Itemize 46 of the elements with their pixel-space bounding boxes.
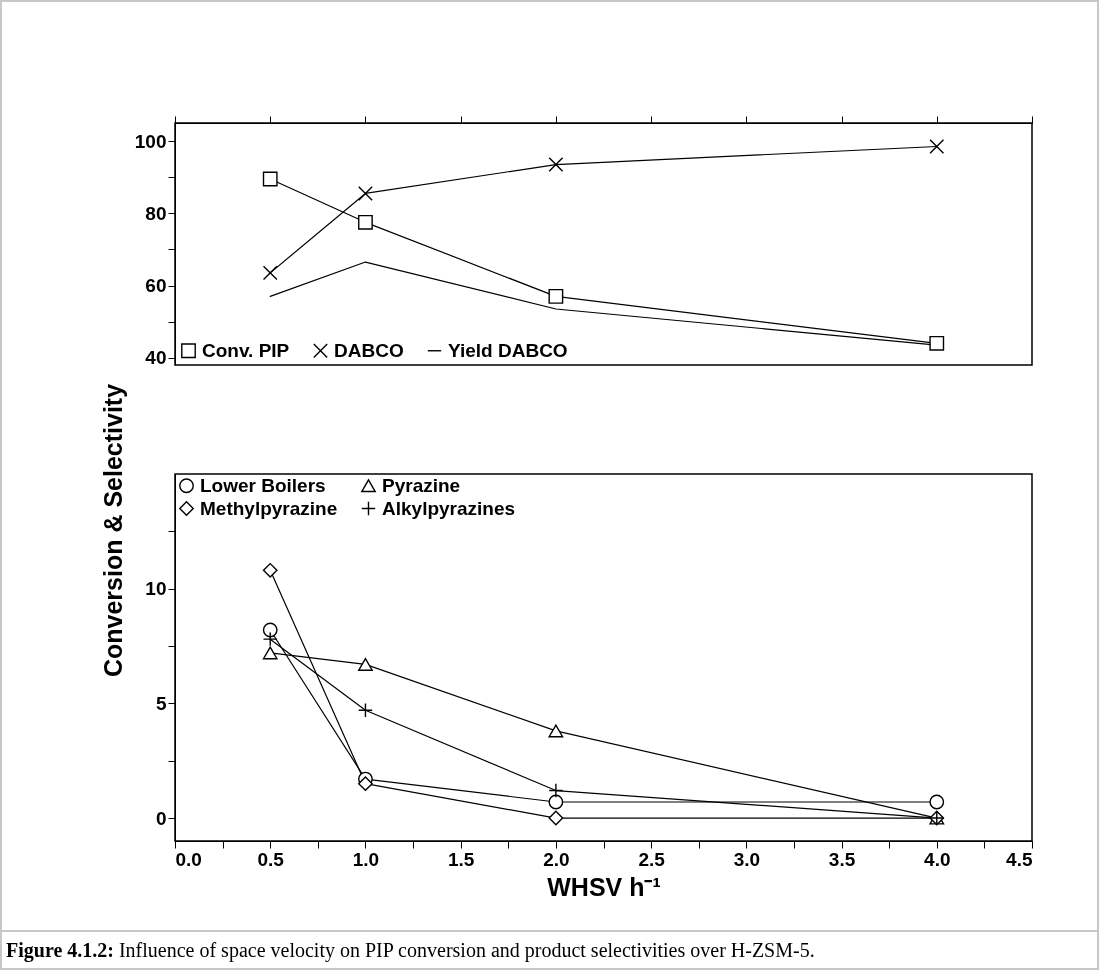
legend-label: Alkylpyrazines [382, 497, 516, 519]
point [548, 157, 564, 172]
legend-label: Methylpyrazine [200, 497, 338, 519]
point [358, 186, 373, 201]
point [262, 265, 278, 281]
point [929, 139, 945, 154]
point [262, 646, 278, 660]
x-tick-label: 2.0 [543, 848, 570, 870]
x-axis-title: WHSV h⁻¹ [547, 872, 661, 901]
point [358, 776, 373, 792]
point [929, 794, 945, 810]
x-tick-label: 2.5 [638, 848, 666, 870]
x-tick-label: 4.0 [924, 848, 951, 870]
point [262, 171, 278, 187]
y-tick-label: 0 [155, 807, 167, 829]
x-tick-label: 1.0 [352, 848, 380, 870]
x-tick-label: 0.0 [175, 848, 202, 870]
y-tick-label: 60 [145, 275, 167, 297]
point [262, 622, 278, 638]
point [548, 783, 564, 798]
x-tick-label: 3.0 [733, 848, 761, 870]
point [548, 724, 564, 738]
legend-label: Pyrazine [382, 474, 461, 496]
point [548, 810, 564, 826]
x-tick-label: 1.5 [447, 848, 475, 870]
x-tick-label: 0.5 [257, 848, 285, 870]
legend-label: Yield DABCO [448, 339, 568, 361]
y-tick-label: 80 [145, 202, 167, 224]
x-tick-label: 4.5 [1006, 848, 1033, 870]
y-tick-label: 100 [134, 130, 167, 152]
caption: Figure 4.1.2: Influence of space velocity on PIP conversion and product selectivities over H-ZSM-5. [6, 938, 816, 962]
point [358, 214, 373, 230]
x-tick-label: 3.5 [828, 848, 856, 870]
point [548, 288, 564, 304]
legend-label: Lower Boilers [200, 474, 326, 496]
y-tick-label: 40 [145, 347, 167, 369]
legend-label: Conv. PIP [202, 339, 290, 361]
y-tick-label: 10 [145, 578, 167, 600]
point [358, 657, 373, 671]
legend-label: DABCO [334, 339, 404, 361]
point [548, 794, 564, 810]
point [358, 702, 373, 718]
y-axis-title: Conversion & Selectivity [98, 383, 127, 678]
point [929, 335, 945, 351]
point [262, 562, 278, 578]
y-tick-label: 5 [155, 692, 167, 714]
